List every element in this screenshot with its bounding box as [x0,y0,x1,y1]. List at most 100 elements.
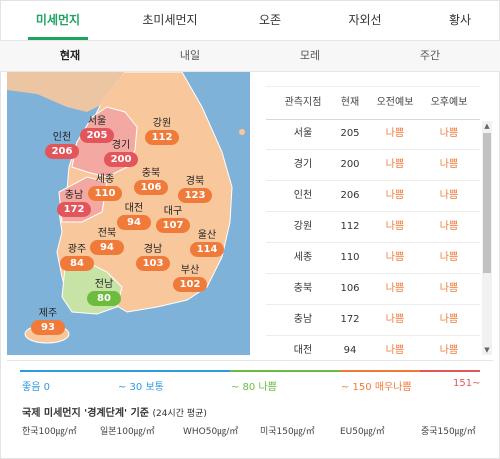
city-name: 인천 [52,132,72,143]
table-row[interactable]: 충남 172 나쁨 나쁨 [266,305,480,336]
period-tabs: 현재 내일 모레 주간 [0,41,500,72]
table-row[interactable]: 세종 110 나쁨 나쁨 [266,243,480,274]
tab-yellow-dust[interactable]: 황사 [448,13,472,27]
table-row[interactable]: 서울 205 나쁨 나쁨 [266,119,480,150]
city-jeju[interactable]: 제주 93 [28,308,68,335]
city-value: 94 [90,240,124,255]
legend-normal: ~ 30 보통 [118,382,164,393]
city-chungbuk[interactable]: 충북 106 [131,168,171,195]
city-value: 172 [57,202,91,217]
cell-current: 106 [340,283,360,294]
scroll-down-icon[interactable]: ▼ [484,346,490,354]
standard-usa: 미국150㎍/㎥ [260,427,315,437]
header-current: 현재 [340,97,360,108]
standard-eu: EU50㎍/㎥ [340,427,385,437]
city-name: 대구 [163,206,183,217]
city-name: 제주 [38,308,58,319]
city-name: 광주 [67,244,87,255]
scroll-thumb[interactable] [483,133,491,273]
cell-am: 나쁨 [385,345,405,354]
city-value: 200 [104,152,138,167]
table-scrollbar[interactable]: ▲ ▼ [482,121,492,355]
legend-bar-worst [420,370,480,372]
scroll-up-icon[interactable]: ▲ [484,122,490,130]
subtab-tomorrow[interactable]: 내일 [179,49,201,62]
standard-japan: 일본100㎍/㎥ [100,427,155,437]
city-name: 서울 [87,116,107,127]
city-name: 대전 [124,203,144,214]
cell-current: 110 [340,252,360,263]
cell-pm: 나쁨 [439,221,459,232]
cell-station: 세종 [293,252,313,263]
city-jeonnam[interactable]: 전남 80 [84,279,124,306]
city-name: 경남 [143,244,163,255]
city-jeonbuk[interactable]: 전북 94 [87,228,127,255]
city-value: 94 [117,215,151,230]
city-value: 103 [136,256,170,271]
tab-fine-dust[interactable]: 미세먼지 [35,13,81,27]
table-row[interactable]: 경기 200 나쁨 나쁨 [266,150,480,181]
city-daejeon[interactable]: 대전 94 [114,203,154,230]
station-table: 관측지점 현재 오전예보 오후예보 서울 205 나쁨 나쁨 경기 200 나쁨… [266,86,480,354]
city-value: 205 [80,128,114,143]
standard-korea: 한국100㎍/㎥ [22,427,77,437]
cell-pm: 나쁨 [439,314,459,325]
city-value: 102 [173,277,207,292]
city-name: 강원 [152,118,172,129]
cell-am: 나쁨 [385,314,405,325]
table-row[interactable]: 인천 206 나쁨 나쁨 [266,181,480,212]
city-value: 112 [145,130,179,145]
cell-pm: 나쁨 [439,159,459,170]
subtab-day-after[interactable]: 모레 [299,49,321,62]
korea-map: 서울 205 인천 206 경기 200 강원 112 세종 110 충북 10… [7,72,250,355]
pollutant-tabs: 미세먼지 초미세먼지 오존 자외선 황사 [0,0,500,41]
subtab-now[interactable]: 현재 [59,49,81,62]
city-chungnam[interactable]: 충남 172 [54,190,94,217]
legend-bad: ~ 80 나쁨 [231,382,277,393]
legend-worst: 151~ [453,378,481,389]
header-station: 관측지점 [284,97,322,108]
cell-pm: 나쁨 [439,283,459,294]
legend-bar-bad [230,370,340,372]
city-gyeongbuk[interactable]: 경북 123 [175,176,215,203]
cell-am: 나쁨 [385,252,405,263]
table-row[interactable]: 충북 106 나쁨 나쁨 [266,274,480,305]
city-gyeongnam[interactable]: 경남 103 [133,244,173,271]
city-name: 전북 [97,228,117,239]
tab-ozone[interactable]: 오존 [258,13,282,27]
standard-title: 국제 미세먼지 '경계단계' 기준 (24시간 평균) [22,404,207,419]
legend-bar-good [20,370,120,372]
table-header: 관측지점 현재 오전예보 오후예보 [266,86,480,120]
cell-pm: 나쁨 [439,252,459,263]
city-value: 206 [45,144,79,159]
city-ulsan[interactable]: 울산 114 [187,230,227,257]
standard-subtitle: (24시간 평균) [152,409,207,419]
city-daegu[interactable]: 대구 107 [153,206,193,233]
cell-current: 172 [340,314,360,325]
city-name: 충북 [141,168,161,179]
table-row[interactable]: 강원 112 나쁨 나쁨 [266,212,480,243]
tab-ultrafine-dust[interactable]: 초미세먼지 [142,13,198,27]
city-value: 106 [134,180,168,195]
tab-uv[interactable]: 자외선 [348,13,382,27]
legend-bar-very-bad [340,370,420,372]
city-value: 107 [156,218,190,233]
city-gyeonggi[interactable]: 경기 200 [101,140,141,167]
city-incheon[interactable]: 인천 206 [42,132,82,159]
city-sejong[interactable]: 세종 110 [85,174,125,201]
city-value: 114 [190,242,224,257]
city-gwangju[interactable]: 광주 84 [57,244,97,271]
divider [7,360,493,361]
table-row[interactable]: 대전 94 나쁨 나쁨 [266,336,480,354]
cell-station: 충남 [293,314,313,325]
cell-station: 경기 [293,159,313,170]
subtab-weekly[interactable]: 주간 [419,49,441,62]
city-value: 110 [88,186,122,201]
city-gangwon[interactable]: 강원 112 [142,118,182,145]
city-value: 123 [178,188,212,203]
cell-station: 서울 [293,128,313,139]
cell-current: 112 [340,221,360,232]
city-seoul[interactable]: 서울 205 [77,116,117,143]
cell-am: 나쁨 [385,283,405,294]
city-busan[interactable]: 부산 102 [170,265,210,292]
